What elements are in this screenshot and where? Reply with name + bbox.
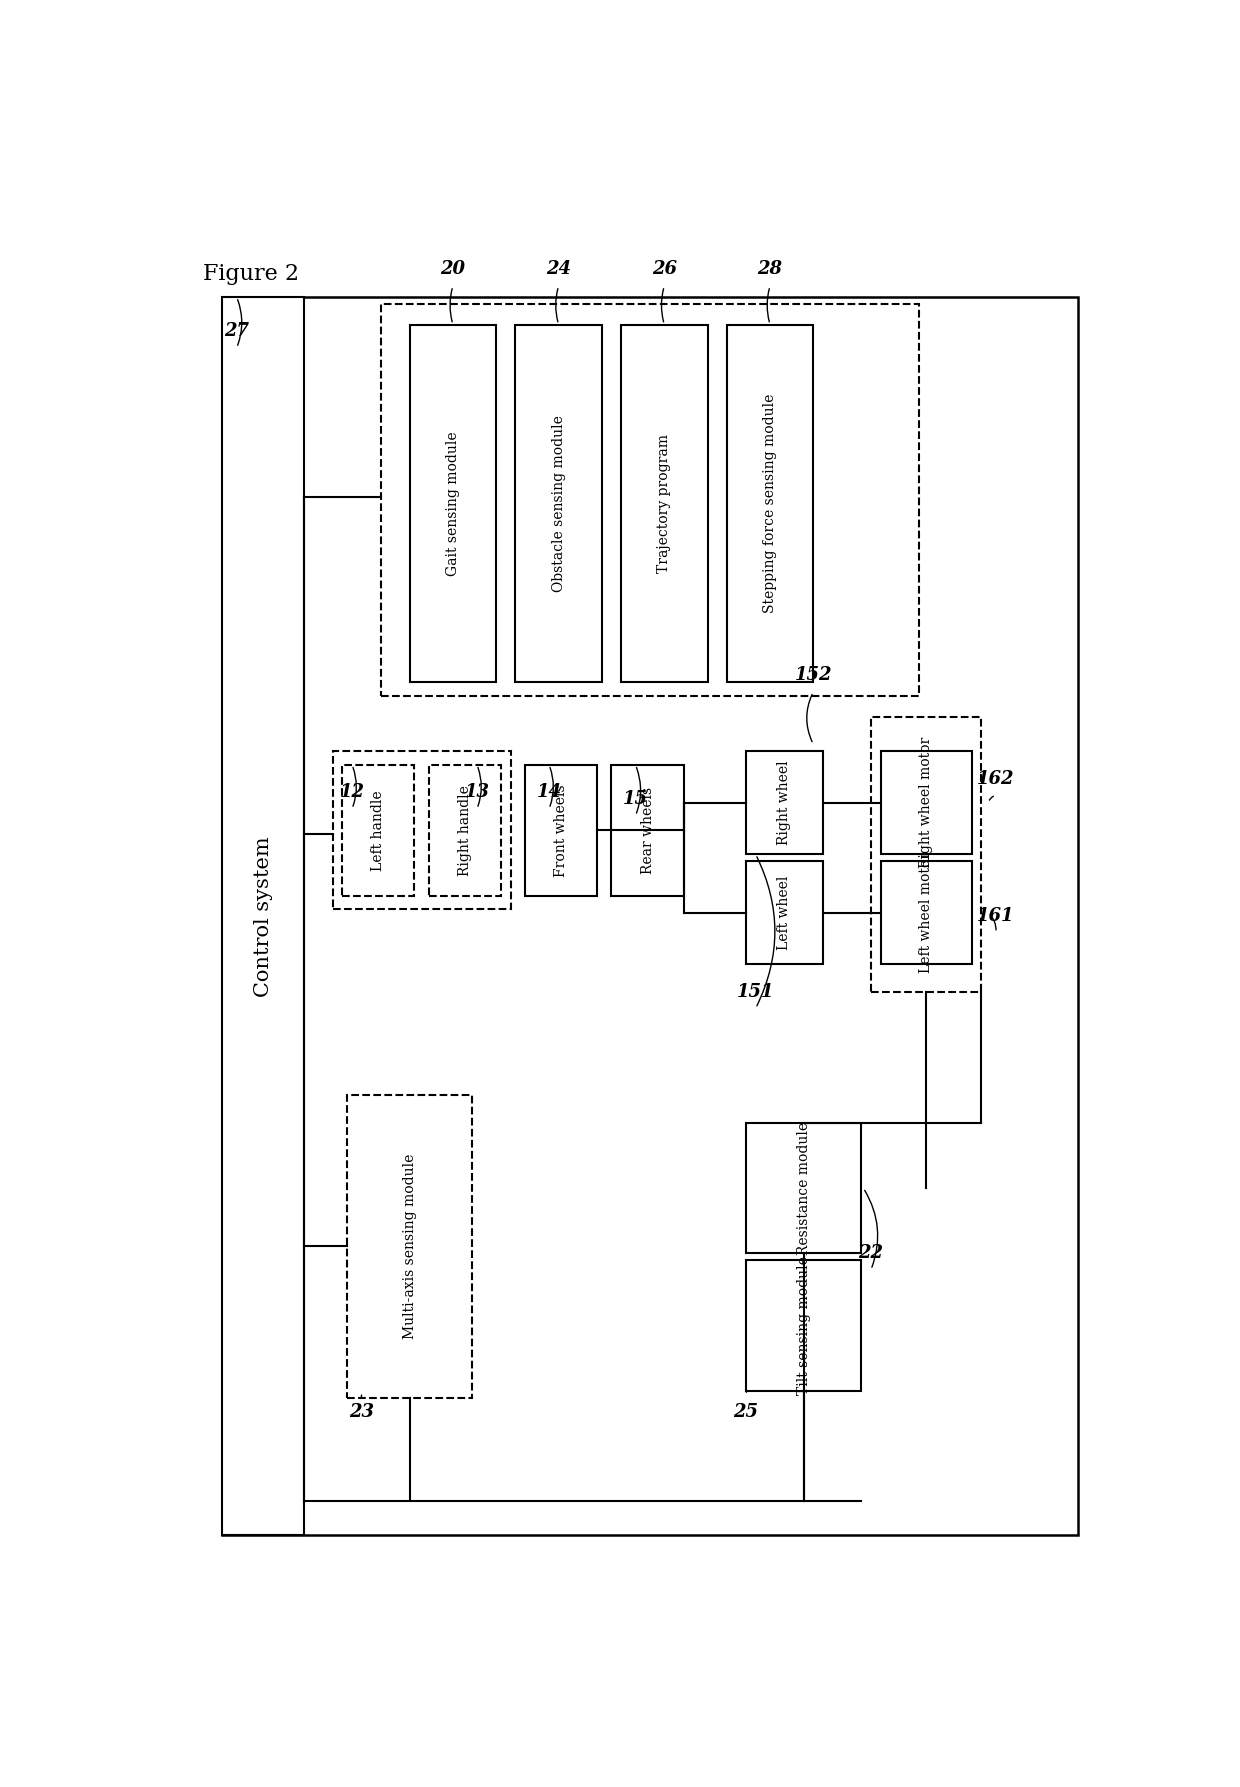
Text: Figure 2: Figure 2 <box>203 263 299 284</box>
Bar <box>525 765 598 895</box>
Text: 26: 26 <box>652 261 677 279</box>
Bar <box>222 297 1078 1535</box>
Text: 12: 12 <box>340 783 365 801</box>
Text: Right wheel: Right wheel <box>777 759 791 845</box>
Text: Trajectory program: Trajectory program <box>657 434 671 574</box>
Text: Left wheel: Left wheel <box>777 876 791 951</box>
Bar <box>746 1260 862 1390</box>
Text: Resistance module: Resistance module <box>796 1122 811 1254</box>
Text: 14: 14 <box>537 783 562 801</box>
Text: 25: 25 <box>734 1403 759 1421</box>
Bar <box>409 325 496 683</box>
Bar <box>746 1122 862 1253</box>
Bar <box>342 765 414 895</box>
Text: 161: 161 <box>977 908 1014 926</box>
Bar <box>880 751 972 854</box>
Bar <box>746 861 823 965</box>
Text: Rear wheels: Rear wheels <box>641 786 655 874</box>
Text: Tilt sensing module: Tilt sensing module <box>796 1256 811 1396</box>
Bar <box>222 297 304 1535</box>
Text: 15: 15 <box>622 790 649 808</box>
Text: 162: 162 <box>977 770 1014 788</box>
Text: 23: 23 <box>350 1403 374 1421</box>
Text: Right handle: Right handle <box>458 784 472 876</box>
Text: 27: 27 <box>224 322 249 340</box>
Bar <box>746 751 823 854</box>
Bar <box>347 1095 472 1397</box>
Bar <box>332 751 511 910</box>
Text: Gait sensing module: Gait sensing module <box>446 431 460 575</box>
Bar <box>429 765 501 895</box>
Bar <box>611 765 683 895</box>
Text: 20: 20 <box>440 261 465 279</box>
Text: Left handle: Left handle <box>372 790 386 870</box>
Text: 22: 22 <box>858 1244 883 1262</box>
Bar <box>727 325 813 683</box>
Bar <box>516 325 601 683</box>
Bar <box>870 717 982 992</box>
Text: Control system: Control system <box>254 836 273 997</box>
Text: 24: 24 <box>546 261 572 279</box>
Text: 13: 13 <box>465 783 490 801</box>
Bar <box>381 304 919 695</box>
Text: Left wheel motor: Left wheel motor <box>919 852 934 974</box>
Text: Obstacle sensing module: Obstacle sensing module <box>552 415 565 591</box>
Text: 151: 151 <box>737 983 774 1001</box>
Text: Stepping force sensing module: Stepping force sensing module <box>763 393 777 613</box>
Text: Right wheel motor: Right wheel motor <box>919 736 934 868</box>
Bar <box>880 861 972 965</box>
Text: 28: 28 <box>758 261 782 279</box>
Bar <box>621 325 708 683</box>
Text: Multi-axis sensing module: Multi-axis sensing module <box>403 1154 417 1338</box>
Text: Front wheels: Front wheels <box>554 784 568 876</box>
Text: 152: 152 <box>795 667 832 684</box>
